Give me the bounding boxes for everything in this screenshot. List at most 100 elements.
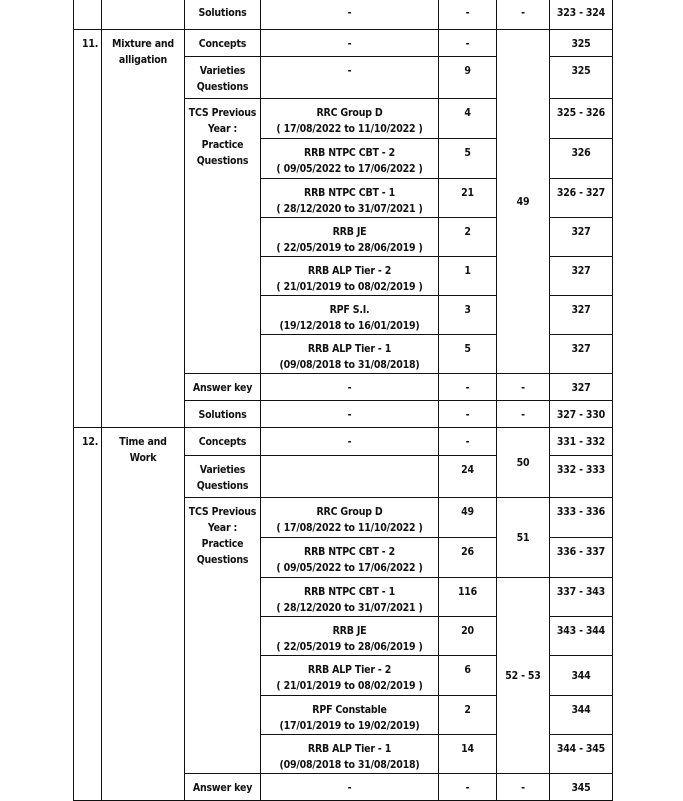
table-row: Answer key - - - 327 [74, 373, 613, 401]
table-cell: 2 [438, 695, 497, 735]
table-row: 11. Mixture and alligation Concepts - -49 325 [73, 29, 613, 428]
cell-text: 325 [571, 38, 591, 50]
cell-text: ( 17/08/2022 to 11/10/2022 ) [276, 522, 423, 534]
table-cell: 20 [438, 616, 497, 656]
cell-text: RRC Group D [316, 506, 383, 518]
table-cell: RPF Constable (17/01/2019 to 19/02/2019) [260, 695, 439, 735]
table-cell: Time and Work [101, 427, 185, 801]
cell-text: 327 [571, 343, 591, 355]
table-cell: 337 - 343 [549, 577, 613, 617]
cell-text: ( 28/12/2020 to 31/07/2021 ) [276, 203, 423, 215]
table-cell: - [260, 427, 439, 456]
cell-text: ( 09/05/2022 to 17/06/2022 ) [276, 562, 423, 574]
table-cell: 332 - 333 [549, 455, 613, 498]
table-cell: 345 [549, 773, 613, 801]
table-cell: Solutions [184, 0, 261, 30]
cell-text: 3 [464, 304, 471, 316]
contents-table: Solutions - - - 323 - 324 11. Mixture and alli… [73, 0, 613, 801]
table-cell: 50 [496, 427, 550, 498]
cell-text: 325 [571, 65, 591, 77]
cell-text: - [347, 436, 352, 448]
table-cell: 325 - 326 [549, 98, 613, 139]
cell-text: 331 - 332 [556, 436, 606, 448]
table-cell: 2 [438, 217, 497, 257]
table-cell: 49 [496, 29, 550, 374]
table-cell: - [260, 29, 439, 57]
table-cell: - [496, 773, 550, 801]
table-cell: 14 [438, 734, 497, 774]
table-cell: RRB NTPC CBT - 1 ( 28/12/2020 to 31/07/20… [260, 178, 439, 218]
cell-text: RRB NTPC CBT - 1 [304, 187, 395, 199]
table-row: Varieties Questions - 9 325 [74, 56, 613, 99]
cell-text: - [465, 436, 470, 448]
cell-text: - [347, 409, 352, 421]
cell-text: - [521, 782, 525, 794]
table-cell: 327 [549, 334, 613, 374]
cell-text: 26 [461, 546, 474, 558]
cell-text: - [347, 782, 352, 794]
table-cell: RRB NTPC CBT - 2 ( 09/05/2022 to 17/06/20… [260, 138, 439, 179]
cell-text: 49 [461, 506, 474, 518]
table-cell: RRC Group D ( 17/08/2022 to 11/10/2022 ) [260, 497, 439, 538]
table-cell: 5 [438, 138, 497, 179]
table-row: RPF Constable (17/01/2019 to 19/02/2019) 2… [74, 695, 613, 735]
cell-text: Varieties Questions [196, 65, 249, 93]
cell-text: RRB ALP Tier - 2 [307, 664, 392, 676]
cell-text: 323 - 324 [556, 7, 606, 19]
cell-text: Answer key [192, 382, 253, 394]
cell-text: 49 [516, 195, 530, 208]
cell-text: 332 - 333 [556, 464, 606, 476]
cell-text: Answer key [192, 782, 253, 794]
cell-text: RRB NTPC CBT - 2 [304, 546, 395, 558]
cell-text: - [465, 38, 470, 50]
table-cell: 327 [549, 295, 613, 335]
cell-text: RRB NTPC CBT - 2 [304, 147, 395, 159]
cell-text: 327 [571, 382, 591, 394]
cell-text: (19/12/2018 to 16/01/2019) [279, 320, 420, 332]
table-cell: 343 - 344 [549, 616, 613, 656]
table-row: RPF S.I. (19/12/2018 to 16/01/2019) 3 327 [74, 295, 613, 335]
table-row: TCS Previous Year : Practice Questions RR… [74, 98, 613, 374]
table-cell: 325 [549, 56, 613, 99]
table-cell: 327 [549, 217, 613, 257]
cell-text: - [347, 38, 352, 50]
table-cell: 24 [438, 455, 497, 498]
cell-text: ( 22/05/2019 to 28/06/2019 ) [276, 641, 423, 653]
table-cell: - [260, 0, 439, 30]
table-cell: - [438, 427, 497, 456]
cell-text: - [521, 409, 525, 421]
cell-text: RRB JE [332, 625, 367, 637]
table-cell: - [496, 0, 550, 30]
cell-text: (09/08/2018 to 31/08/2018) [279, 359, 420, 371]
cell-text: - [465, 382, 470, 394]
table-cell: Mixture and alligation [101, 29, 185, 428]
cell-text: 326 [571, 147, 591, 159]
table-cell: 344 [549, 695, 613, 735]
table-cell: 11. [73, 29, 102, 428]
cell-text: ( 28/12/2020 to 31/07/2021 ) [276, 602, 423, 614]
cell-text: ( 21/01/2019 to 08/02/2019 ) [276, 281, 423, 293]
cell-text: 5 [464, 147, 471, 159]
table-cell: - [438, 29, 497, 57]
table-cell: 333 - 336 [549, 497, 613, 538]
cell-text: ( 17/08/2022 to 11/10/2022 ) [276, 123, 423, 135]
table-cell: 325 [549, 29, 613, 57]
table-cell: RRB ALP Tier - 1 (09/08/2018 to 31/08/201… [260, 334, 439, 374]
cell-text: RRB ALP Tier - 2 [307, 265, 392, 277]
cell-text: 325 - 326 [556, 107, 606, 119]
cell-text: 344 - 345 [556, 743, 606, 755]
cell-text: 1 [464, 265, 471, 277]
table-cell: 336 - 337 [549, 537, 613, 578]
table-cell: TCS Previous Year : Practice Questions [184, 497, 261, 774]
cell-text: 327 [571, 304, 591, 316]
cell-text: RPF S.I. [329, 304, 370, 316]
table-cell: RRC Group D ( 17/08/2022 to 11/10/2022 ) [260, 98, 439, 139]
table-cell: Varieties Questions [184, 56, 261, 99]
cell-text: 326 - 327 [556, 187, 606, 199]
cell-text: ( 09/05/2022 to 17/06/2022 ) [276, 163, 423, 175]
table-row: RRB ALP Tier - 2 ( 21/01/2019 to 08/02/20… [74, 655, 613, 696]
table-cell: 5 [438, 334, 497, 374]
table-cell [260, 455, 439, 498]
table-row: TCS Previous Year : Practice Questions RR… [74, 497, 613, 774]
cell-text: 12. [82, 436, 99, 448]
